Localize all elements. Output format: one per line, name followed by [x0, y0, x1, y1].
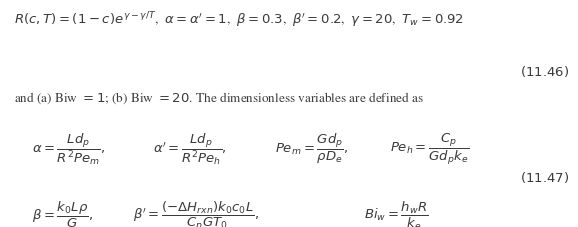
Text: $(11.47)$: $(11.47)$ [520, 170, 569, 185]
Text: $(11.46)$: $(11.46)$ [520, 64, 569, 79]
Text: $Bi_w = \dfrac{h_wR}{k_e}$: $Bi_w = \dfrac{h_wR}{k_e}$ [364, 200, 429, 227]
Text: $Pe_m = \dfrac{Gd_p}{\rho D_e},$: $Pe_m = \dfrac{Gd_p}{\rho D_e},$ [275, 132, 348, 166]
Text: $R(c, T) = (1 - c)e^{\gamma-\gamma/T}$,  $\alpha = \alpha' = 1$,  $\beta = 0.3$,: $R(c, T) = (1 - c)e^{\gamma-\gamma/T}$, … [14, 10, 465, 30]
Text: $\beta' = \dfrac{(-\Delta H_{rxn})k_0c_0L}{C_pGT_0},$: $\beta' = \dfrac{(-\Delta H_{rxn})k_0c_0… [133, 200, 259, 227]
Text: $\beta = \dfrac{k_0L\rho}{G},$: $\beta = \dfrac{k_0L\rho}{G},$ [32, 200, 92, 227]
Text: $Pe_h = \dfrac{C_p}{Gd_pk_e}$: $Pe_h = \dfrac{C_p}{Gd_pk_e}$ [390, 132, 469, 167]
Text: $\alpha = \dfrac{Ld_p}{R^2Pe_m},$: $\alpha = \dfrac{Ld_p}{R^2Pe_m},$ [32, 132, 105, 167]
Text: and (a) Biw $= 1$; (b) Biw $= 20$. The dimensionless variables are defined as: and (a) Biw $= 1$; (b) Biw $= 20$. The d… [14, 91, 424, 106]
Text: $\alpha' = \dfrac{Ld_p}{R^2Pe_h},$: $\alpha' = \dfrac{Ld_p}{R^2Pe_h},$ [153, 132, 227, 167]
